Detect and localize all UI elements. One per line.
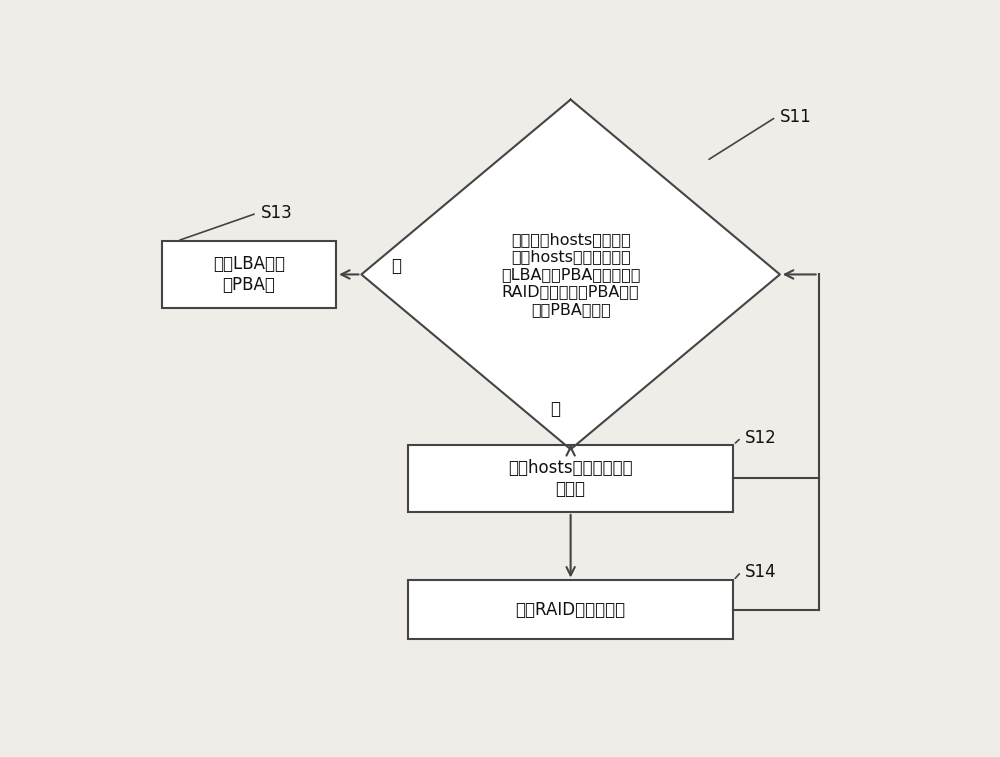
Text: 直到RAID条带被填满: 直到RAID条带被填满 [516,600,626,618]
Text: 当接收到hosts写请求，
查询hosts写请求的对应
的LBA的旧PBA值是否位于
RAID条带的最大PBA值与
最小PBA值之间: 当接收到hosts写请求， 查询hosts写请求的对应 的LBA的旧PBA值是否… [501,232,640,316]
Bar [162,241,336,308]
Text: 否: 否 [391,257,401,275]
Text: 则对hosts写请求设置重
写标记: 则对hosts写请求设置重 写标记 [508,459,633,498]
Text: 是: 是 [550,400,560,418]
Bar [408,445,733,512]
Text: S11: S11 [780,108,812,126]
Text: S12: S12 [745,428,777,447]
Bar [408,581,733,639]
Text: 则对LBA分配
新PBA值: 则对LBA分配 新PBA值 [213,255,285,294]
Text: S13: S13 [261,204,292,223]
Text: S14: S14 [745,562,777,581]
Polygon shape [361,100,780,450]
